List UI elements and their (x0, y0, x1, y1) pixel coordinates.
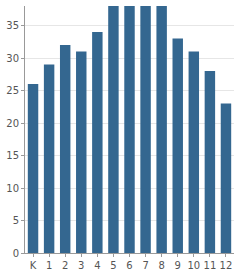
svg-text:10: 10 (187, 260, 200, 271)
svg-text:12: 12 (220, 260, 233, 271)
svg-text:25: 25 (6, 85, 19, 96)
svg-text:30: 30 (6, 53, 19, 64)
svg-text:6: 6 (126, 260, 132, 271)
svg-text:8: 8 (158, 260, 164, 271)
svg-text:4: 4 (94, 260, 100, 271)
svg-text:11: 11 (204, 260, 217, 271)
svg-text:20: 20 (6, 118, 19, 129)
svg-text:0: 0 (13, 248, 19, 259)
svg-text:10: 10 (6, 183, 19, 194)
svg-text:35: 35 (6, 20, 19, 31)
svg-text:1: 1 (46, 260, 52, 271)
svg-text:9: 9 (175, 260, 181, 271)
svg-text:5: 5 (110, 260, 116, 271)
svg-text:2: 2 (62, 260, 68, 271)
svg-text:5: 5 (13, 215, 19, 226)
svg-text:15: 15 (6, 150, 19, 161)
svg-text:K: K (30, 260, 37, 271)
svg-text:3: 3 (78, 260, 84, 271)
svg-text:7: 7 (142, 260, 148, 271)
